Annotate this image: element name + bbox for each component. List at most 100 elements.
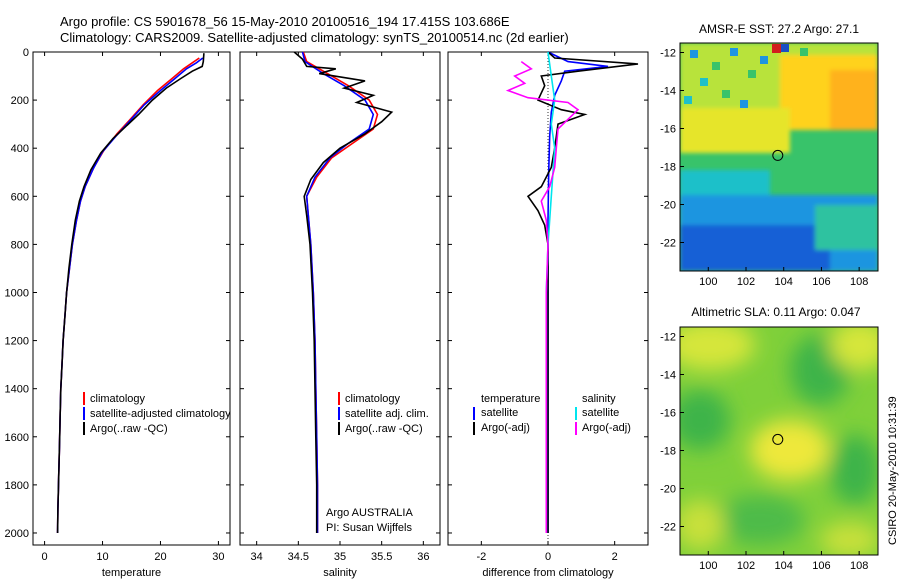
x-tick-label: 20 (154, 551, 166, 563)
series-line-temperature-argo-adj- (526, 51, 639, 533)
map-x-tick-label: 106 (812, 560, 830, 572)
x-axis-label: difference from climatology (482, 567, 614, 579)
temperature-legend: climatology satellite-adjusted climatolo… (83, 392, 231, 435)
sst-band-mid (680, 108, 790, 153)
legend-label: Argo(-adj) (582, 422, 631, 434)
sst-field (680, 43, 878, 271)
legend-label: satellite (582, 407, 619, 419)
map-y-tick-label: -16 (660, 124, 676, 136)
map-y-tick-label: -22 (660, 238, 676, 250)
series-line-argo-raw-qc- (293, 51, 394, 533)
y-tick-label: 400 (11, 143, 29, 155)
x-tick-label: 10 (96, 551, 108, 563)
y-tick-label: 1200 (5, 336, 29, 348)
y-tick-label: 2000 (5, 528, 29, 540)
map-x-tick-label: 102 (737, 560, 755, 572)
map-y-tick-label: -14 (660, 370, 676, 382)
map-x-tick-label: 104 (775, 276, 793, 288)
credit-timestamp: CSIRO 20-May-2010 10:31:39 (887, 396, 899, 545)
x-tick-label: 0 (42, 551, 48, 563)
sla-low-4 (715, 495, 805, 545)
sla-high-2 (830, 327, 878, 370)
sst-hot-patch (830, 70, 878, 130)
legend-title-temperature: temperature (481, 393, 540, 405)
title-line-2: Climatology: CARS2009. Satellite-adjuste… (60, 30, 569, 45)
legend-label: satellite adj. clim. (345, 408, 429, 420)
map-x-tick-label: 108 (850, 560, 868, 572)
temperature-axes-frame (32, 51, 231, 546)
legend-label: Argo(-adj) (481, 422, 530, 434)
sla-frame (679, 326, 879, 556)
map-y-tick-label: -18 (660, 162, 676, 174)
difference-panel: -2 0 2 difference from climatology (447, 51, 649, 579)
sla-high-4 (680, 500, 725, 550)
salinity-panel: 34 34.5 35 35.5 36 salinity (239, 51, 441, 579)
map-x-tick-label: 100 (699, 560, 717, 572)
data-source-annotation: Argo AUSTRALIA (326, 507, 413, 519)
legend-label: Argo(..raw -QC) (90, 423, 168, 435)
sst-cloud-noise (684, 44, 808, 108)
legend-label: Argo(..raw -QC) (345, 423, 423, 435)
sla-map-title: Altimetric SLA: 0.11 Argo: 0.047 (691, 305, 861, 319)
map-y-tick-label: -12 (660, 332, 676, 344)
legend-label: climatology (90, 393, 146, 405)
map-x-tick-label: 106 (812, 276, 830, 288)
series-line-satellite-adjusted-climatology (56, 57, 204, 534)
salinity-legend: climatology satellite adj. clim. Argo(..… (326, 392, 429, 534)
pi-annotation: PI: Susan Wijffels (326, 522, 412, 534)
sst-cold-patch (680, 225, 830, 271)
series-line-temperature-satellite (547, 51, 609, 533)
legend-label: satellite-adjusted climatology (90, 408, 231, 420)
x-tick-label: 34.5 (288, 551, 309, 563)
map-y-tick-label: -18 (660, 446, 676, 458)
map-y-tick-label: -22 (660, 522, 676, 534)
y-tick-label: 200 (11, 95, 29, 107)
sla-map-panel: Altimetric SLA: 0.11 Argo: 0.047 100 102 1… (660, 305, 879, 572)
x-tick-label: 0 (545, 551, 551, 563)
sla-argo-location-marker (772, 433, 784, 445)
sla-field (680, 327, 878, 555)
sla-high-3 (750, 420, 830, 480)
y-tick-label: 1400 (5, 384, 29, 396)
legend-title-salinity: salinity (582, 393, 616, 405)
y-tick-label: 800 (11, 239, 29, 251)
sla-high-1 (680, 327, 755, 370)
sst-argo-location-marker (772, 149, 784, 161)
sst-map-panel: AMSR-E SST: 27.2 Argo: 27.1 (660, 22, 879, 288)
map-y-tick-label: -16 (660, 408, 676, 420)
x-tick-label: 2 (612, 551, 618, 563)
x-tick-label: 30 (212, 551, 224, 563)
map-y-tick-label: -14 (660, 86, 676, 98)
x-tick-label: 35.5 (371, 551, 392, 563)
series-line-climatology (56, 57, 200, 534)
sla-high-5 (820, 522, 878, 555)
x-tick-label: 35 (334, 551, 346, 563)
series-line-salinity-argo-adj- (505, 60, 580, 533)
y-tick-label: 1000 (5, 287, 29, 299)
map-y-tick-label: -20 (660, 200, 676, 212)
y-tick-label: 0 (23, 47, 29, 59)
map-x-tick-label: 102 (737, 276, 755, 288)
x-tick-label: -2 (476, 551, 486, 563)
y-tick-label: 600 (11, 191, 29, 203)
sst-green-lobe (815, 205, 878, 250)
sla-low-3 (830, 435, 878, 505)
sst-map-title: AMSR-E SST: 27.2 Argo: 27.1 (699, 22, 859, 36)
y-tick-label: 1600 (5, 432, 29, 444)
title-line-1: Argo profile: CS 5901678_56 15-May-2010 … (60, 14, 510, 29)
sst-frame (679, 42, 879, 272)
temperature-panel: 0 200 400 600 800 1000 1200 1400 1600 1800 2000 0 10… (5, 47, 231, 579)
legend-label: satellite (481, 407, 518, 419)
sla-low-2 (680, 390, 730, 450)
x-axis-label: salinity (323, 567, 357, 579)
legend-label: climatology (345, 393, 401, 405)
x-tick-label: 34 (251, 551, 263, 563)
map-y-tick-label: -12 (660, 48, 676, 60)
y-tick-label: 1800 (5, 480, 29, 492)
series-line-climatology (302, 51, 379, 533)
series-line-argo-raw-qc- (56, 53, 205, 534)
x-tick-label: 36 (417, 551, 429, 563)
salinity-axes-frame (239, 51, 441, 546)
x-axis-label: temperature (102, 567, 161, 579)
